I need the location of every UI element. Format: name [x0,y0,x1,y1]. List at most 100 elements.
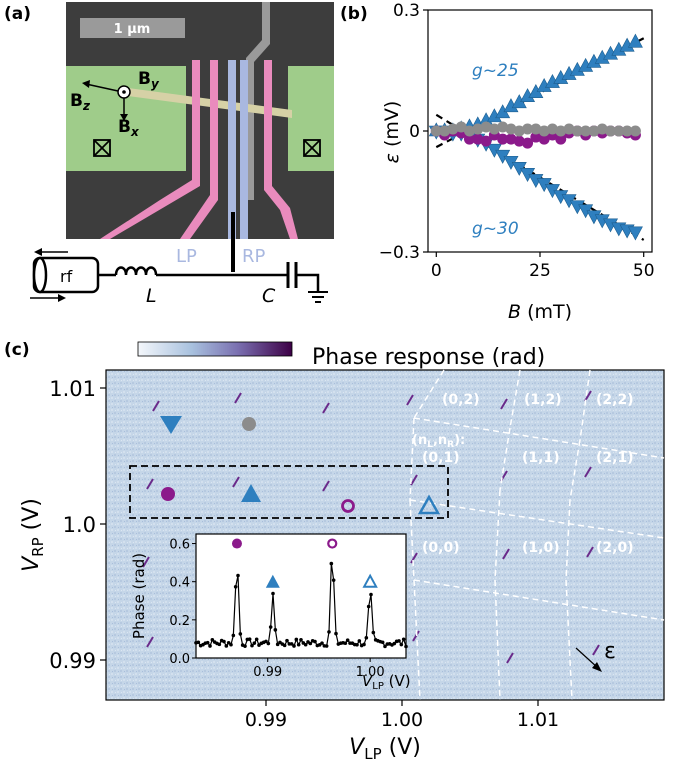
data-point-s3-23 [621,125,633,137]
rf-label: rf [60,267,73,286]
charge-state-label-2: (2,2) [596,392,634,408]
b-ytick-label-1: 0 [409,122,420,142]
inset-xtick-label-0: 0.99 [253,665,282,680]
data-point-s2-9 [505,133,517,145]
top-gate [246,2,270,200]
data-point-s2-13 [538,133,550,145]
charge-state-label-5: (2,1) [596,450,634,466]
panel-b-xlabel: B (mT) [508,301,572,323]
data-point-s2-4 [463,133,475,145]
panel-b-chart: g~25 g~30 0.3 0 −0.3 0 25 50 ε (mV) B (mT) [379,1,655,323]
data-point-s3-6 [480,121,492,133]
pink-gate-right [264,60,298,239]
inset-point-24 [250,643,254,648]
panel-c-ylabel: VRP (V) [19,498,47,572]
state-note: (nL,nR): [412,433,465,450]
inset-point-60 [334,631,338,636]
transition-line-0 [152,400,160,412]
data-point-s3-21 [605,125,617,137]
inset-point-17 [233,585,238,589]
inductor-label: L [146,285,157,307]
data-point-s3-18 [580,125,592,137]
data-point-s3-22 [613,125,625,137]
inset-point-54 [320,641,324,645]
data-point-s3-20 [596,123,608,135]
c-ytick-label-0: 1.01 [49,377,96,401]
inset-point-74 [366,604,371,609]
pink-gate-left-inner [180,60,218,239]
inset-point-73 [364,635,369,640]
charge-boundary-11 [413,579,665,621]
c-ytick-label-2: 0.99 [49,649,96,673]
inset-point-41 [289,642,294,646]
data-point-s3-7 [488,123,500,135]
lp-gate-label: LP [176,246,197,267]
data-point-s3-15 [555,125,567,137]
panel-c-chart: 0.0 0.2 0.4 Phase response (rad) (0,2) (1,2… [19,340,665,762]
data-point-s2-11 [522,137,534,149]
lp-gate [228,60,236,239]
marker-purple-open-circle [341,499,355,513]
transition-line-18 [146,636,154,648]
marker-grey-circle [242,417,256,431]
transition-line-7 [232,476,240,488]
by-label: By [138,69,160,91]
bz-label: Bz [70,91,91,113]
inset-point-23 [247,637,252,641]
inset-ytick-label-3: 0.0 [169,652,190,667]
inset-point-34 [273,628,278,632]
scale-bar-label: 1 µm [114,22,151,37]
panel-b-label: (b) [340,4,368,24]
data-point-s3-11 [522,123,534,135]
inset-point-70 [357,639,362,643]
inset-ytick-label-2: 0.2 [169,614,190,629]
transition-line-17 [586,546,594,558]
inductor-symbol [114,266,158,276]
data-point-s2-6 [480,135,492,147]
panel-c-label: (c) [4,340,30,360]
transition-line-22 [506,652,514,664]
charge-boundary-3 [499,427,511,491]
marker-purple-circle [161,487,175,501]
data-point-s3-14 [546,123,558,135]
charge-state-label-4: (1,1) [522,450,560,466]
charge-boundary-5 [569,439,581,501]
inset-point-51 [313,639,317,644]
data-point-s2-12 [530,131,542,143]
charge-state-label-8: (2,0) [596,540,634,556]
transition-line-3 [406,394,414,406]
data-point-s3-5 [472,123,484,135]
rp-gate-label: RP [242,246,266,267]
marker-triangle-up [241,484,261,502]
panel-c-xlabel: VLP (V) [349,735,421,762]
inset-point-89 [401,637,406,642]
inset-point-38 [282,643,287,648]
inset-point-16 [231,633,236,638]
colorbar-tick-0: 0.0 [150,340,174,343]
right-lead [288,66,334,171]
charge-boundary-12 [413,579,421,701]
inset-point-65 [345,638,350,642]
data-point-s2-5 [472,133,484,145]
inset-point-5 [205,640,210,645]
marker-triangle-down [160,416,182,434]
panel-a-figure: 1 µm By Bz Bx LP RP rf L C [30,2,334,307]
data-point-s3-16 [563,123,575,135]
inset-point-26 [254,637,259,642]
inset-point-12 [222,639,226,644]
inset-point-75 [369,592,373,597]
inset-point-57 [327,630,331,634]
data-point-s3-2 [447,123,459,135]
inset-point-13 [224,644,229,648]
marker-triangle-up-open [417,494,441,515]
inset-point-39 [285,638,289,643]
charge-state-label-3: (0,1) [422,450,460,466]
inset-point-72 [362,642,366,647]
transition-line-8 [322,480,330,492]
c-xtick-label-0: 0.99 [245,709,287,731]
inset-point-81 [383,644,387,649]
inset-marker-1 [265,574,280,588]
panel-b-ylabel: ε (mV) [381,101,403,164]
inset-point-42 [292,644,296,648]
inset-marker-3 [362,573,378,588]
